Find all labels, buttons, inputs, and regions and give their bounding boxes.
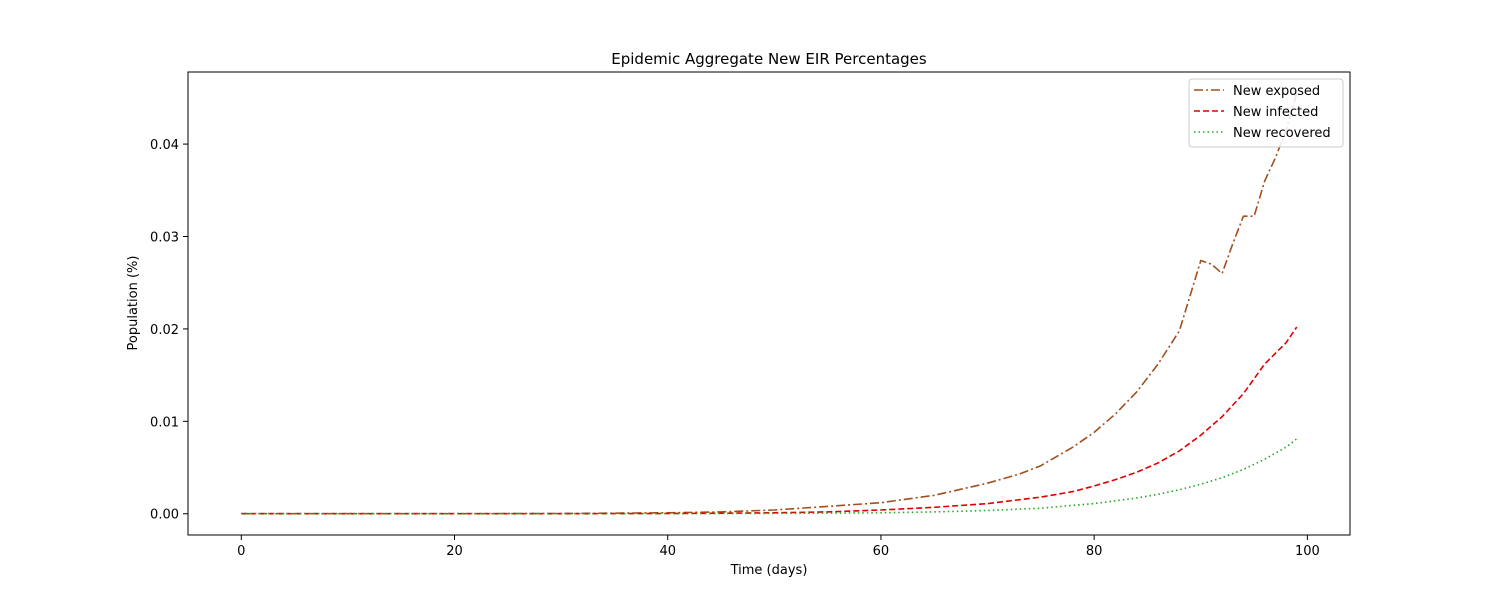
x-tick-label: 0 [237, 544, 245, 559]
x-tick-label: 40 [659, 544, 676, 559]
legend-label: New infected [1233, 105, 1318, 120]
series-line-new-recovered [241, 438, 1298, 515]
x-tick-label: 60 [873, 544, 890, 559]
y-tick-label: 0.00 [150, 508, 179, 523]
plot-area: 0 20 40 60 80 100 0.00 0.01 0.02 0.03 0.04 [150, 71, 1351, 559]
x-tick-label: 100 [1295, 544, 1320, 559]
y-tick-label: 0.03 [150, 230, 179, 245]
y-tick-label: 0.02 [150, 323, 179, 338]
legend: New exposed New infected New recovered [1188, 78, 1344, 148]
chart-title: Epidemic Aggregate New EIR Percentages [611, 50, 927, 68]
series-layer [241, 93, 1298, 515]
legend-label: New recovered [1233, 126, 1331, 141]
y-tick-label: 0.01 [150, 415, 179, 430]
y-axis: 0.00 0.01 0.02 0.03 0.04 [150, 138, 188, 523]
y-axis-label: Population (%) [126, 256, 141, 351]
x-tick-label: 20 [446, 544, 463, 559]
x-axis-label: Time (days) [730, 563, 808, 578]
plot-frame [187, 71, 1351, 536]
legend-label: New exposed [1233, 84, 1320, 99]
x-axis: 0 20 40 60 80 100 [237, 535, 1320, 559]
series-line-new-infected [241, 326, 1298, 515]
legend-frame [1188, 78, 1344, 148]
y-tick-label: 0.04 [150, 138, 179, 153]
series-line-new-exposed [241, 93, 1298, 515]
x-tick-label: 80 [1086, 544, 1103, 559]
